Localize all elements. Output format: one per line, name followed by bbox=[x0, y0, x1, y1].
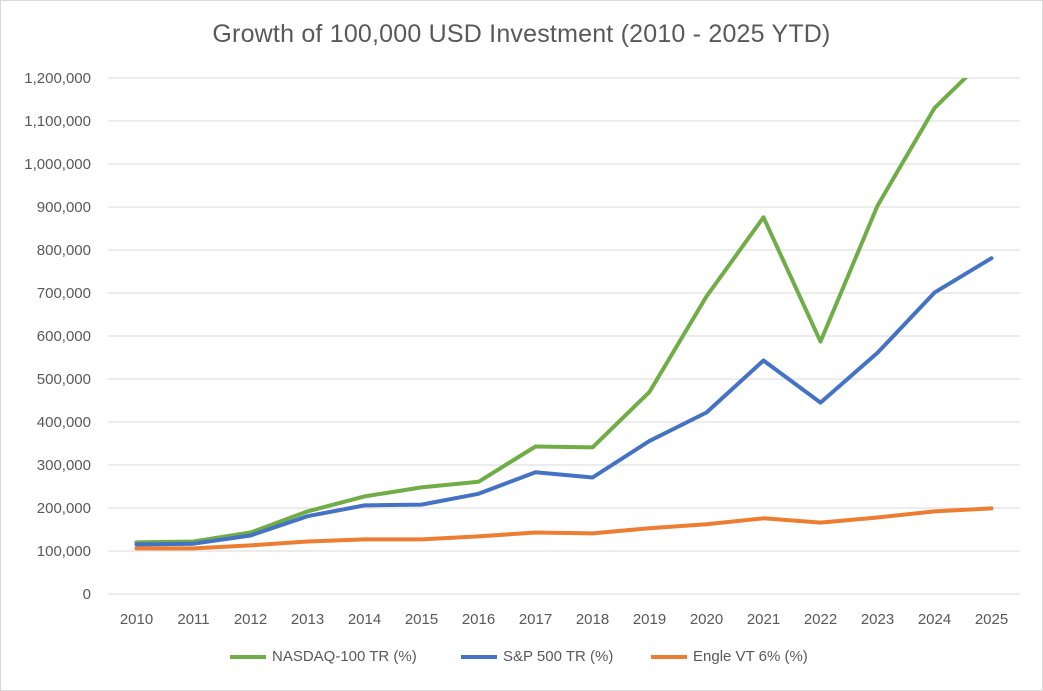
x-tick-label: 2024 bbox=[918, 611, 951, 628]
legend-label-nasdaq: NASDAQ-100 TR (%) bbox=[272, 648, 417, 665]
x-tick-label: 2011 bbox=[177, 611, 209, 628]
y-tick-label: 900,000 bbox=[37, 199, 91, 216]
x-tick-label: 2025 bbox=[975, 611, 1008, 628]
legend-swatch-sp500 bbox=[461, 654, 497, 659]
y-axis-ticks: 0 100,000 200,000 300,000 400,000 500,000 600,… bbox=[24, 70, 91, 603]
x-tick-label: 2020 bbox=[690, 611, 723, 628]
x-tick-label: 2018 bbox=[576, 611, 609, 628]
y-tick-label: 700,000 bbox=[37, 285, 91, 302]
legend-label-engle: Engle VT 6% (%) bbox=[693, 648, 808, 665]
chart-title: Growth of 100,000 USD Investment (2010 -… bbox=[212, 20, 831, 48]
x-tick-label: 2016 bbox=[462, 611, 495, 628]
series-line-2 bbox=[134, 506, 994, 551]
y-tick-label: 1,100,000 bbox=[24, 113, 91, 130]
y-tick-label: 100,000 bbox=[37, 543, 91, 560]
x-tick-label: 2019 bbox=[633, 611, 666, 628]
x-tick-label: 2023 bbox=[861, 611, 894, 628]
x-axis-ticks: 2010 2011 2012 2013 2014 2015 2016 2017 2018 2019… bbox=[120, 611, 1008, 628]
legend-swatch-nasdaq bbox=[230, 654, 266, 659]
y-tick-label: 400,000 bbox=[37, 414, 91, 431]
legend-item-nasdaq: NASDAQ-100 TR (%) bbox=[230, 648, 417, 665]
series-line-1 bbox=[134, 256, 994, 547]
series-lines bbox=[134, 78, 994, 551]
x-tick-label: 2015 bbox=[405, 611, 438, 628]
y-tick-label: 1,000,000 bbox=[24, 156, 91, 173]
legend-item-sp500: S&P 500 TR (%) bbox=[461, 648, 613, 665]
y-tick-label: 300,000 bbox=[37, 457, 91, 474]
x-tick-label: 2014 bbox=[348, 611, 381, 628]
y-tick-label: 500,000 bbox=[37, 371, 91, 388]
y-tick-label: 800,000 bbox=[37, 242, 91, 259]
x-tick-label: 2013 bbox=[291, 611, 324, 628]
chart-legend: NASDAQ-100 TR (%) S&P 500 TR (%) Engle V… bbox=[0, 648, 1043, 672]
legend-item-engle: Engle VT 6% (%) bbox=[651, 648, 808, 665]
x-tick-label: 2012 bbox=[234, 611, 267, 628]
x-tick-label: 2021 bbox=[747, 611, 780, 628]
y-tick-label: 200,000 bbox=[37, 500, 91, 517]
legend-swatch-engle bbox=[651, 654, 687, 659]
gridlines bbox=[108, 77, 1020, 595]
legend-label-sp500: S&P 500 TR (%) bbox=[503, 648, 614, 665]
y-tick-label: 600,000 bbox=[37, 328, 91, 345]
y-tick-label: 1,200,000 bbox=[24, 70, 91, 87]
y-tick-label: 0 bbox=[83, 586, 91, 603]
series-line-0 bbox=[134, 78, 969, 545]
x-tick-label: 2017 bbox=[519, 611, 552, 628]
x-tick-label: 2010 bbox=[120, 611, 153, 628]
x-tick-label: 2022 bbox=[804, 611, 837, 628]
